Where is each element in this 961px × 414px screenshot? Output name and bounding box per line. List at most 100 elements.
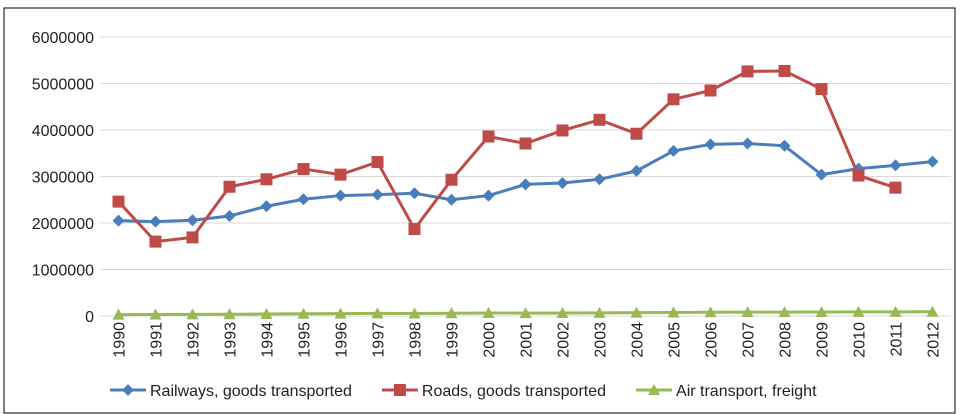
marker [408, 187, 421, 200]
x-tick-label: 2005 [667, 322, 684, 358]
marker [593, 306, 606, 318]
marker [334, 189, 347, 202]
chart-border [3, 7, 956, 414]
y-tick-label: 2000000 [32, 216, 94, 233]
x-tick-label: 1991 [149, 322, 166, 358]
marker [393, 384, 406, 396]
marker [741, 306, 754, 318]
marker [408, 307, 421, 319]
x-tick-label: 2007 [741, 322, 758, 358]
x-tick-label: 1990 [112, 322, 129, 358]
x-tick-label: 1994 [260, 322, 277, 358]
marker [482, 306, 495, 318]
marker [926, 155, 939, 168]
marker [112, 214, 125, 227]
legend-label: Air transport, freight [676, 383, 817, 400]
marker [223, 210, 236, 223]
x-tick-label: 2002 [556, 322, 573, 358]
marker [149, 235, 162, 248]
y-tick-label: 0 [85, 309, 94, 326]
marker [815, 168, 828, 181]
marker [223, 180, 236, 193]
x-tick-label: 2010 [852, 322, 869, 358]
marker [889, 305, 902, 317]
marker [260, 173, 273, 186]
marker [926, 305, 939, 317]
marker [778, 139, 791, 152]
series-line [117, 69, 896, 244]
marker [408, 223, 421, 236]
x-tick-label: 2000 [482, 322, 499, 358]
marker [112, 195, 125, 208]
x-tick-label: 2012 [926, 322, 943, 358]
marker [778, 64, 791, 77]
x-tick-label: 2006 [704, 322, 721, 358]
marker [297, 307, 310, 319]
marker [667, 306, 680, 318]
marker [889, 159, 902, 172]
x-tick-label: 2004 [630, 322, 647, 358]
marker [112, 308, 125, 320]
marker [593, 113, 606, 126]
marker [482, 130, 495, 143]
marker [889, 181, 902, 194]
marker [556, 177, 569, 190]
marker [519, 137, 532, 150]
marker [667, 93, 680, 106]
marker [445, 193, 458, 206]
y-tick-label: 5000000 [32, 77, 94, 94]
marker [704, 306, 717, 318]
marker [186, 231, 199, 244]
marker [371, 307, 384, 319]
marker [630, 127, 643, 140]
marker [593, 173, 606, 186]
marker [556, 124, 569, 137]
y-tick-label: 6000000 [32, 30, 94, 47]
x-tick-label: 2011 [889, 322, 906, 357]
marker [667, 144, 680, 157]
marker [149, 215, 162, 228]
marker [371, 156, 384, 169]
marker [815, 306, 828, 318]
marker [648, 384, 661, 395]
marker [630, 164, 643, 177]
x-tick-label: 1993 [223, 322, 240, 358]
x-tick-label: 1999 [445, 322, 462, 358]
legend-label: Roads, goods transported [422, 383, 606, 400]
marker [704, 84, 717, 97]
marker [519, 178, 532, 191]
marker [223, 308, 236, 320]
marker [149, 308, 162, 320]
marker [852, 169, 865, 182]
marker [445, 173, 458, 186]
marker [334, 168, 347, 181]
marker [519, 307, 532, 319]
marker [852, 305, 865, 317]
marker [186, 214, 199, 227]
marker [556, 306, 569, 318]
legend-label: Railways, goods transported [150, 383, 352, 400]
marker [630, 306, 643, 318]
x-tick-label: 2009 [815, 322, 832, 358]
marker [260, 308, 273, 320]
x-tick-label: 1998 [408, 322, 425, 358]
marker [260, 200, 273, 213]
y-tick-label: 3000000 [32, 170, 94, 187]
x-tick-label: 2001 [519, 322, 536, 358]
x-tick-label: 2003 [593, 322, 610, 358]
marker [704, 138, 717, 151]
x-tick-label: 2008 [778, 322, 795, 358]
x-tick-label: 1996 [334, 322, 351, 358]
marker [815, 83, 828, 96]
marker [334, 307, 347, 319]
marker [297, 163, 310, 176]
x-tick-label: 1992 [186, 322, 203, 358]
marker [482, 189, 495, 202]
y-tick-label: 1000000 [32, 263, 94, 280]
marker [122, 384, 134, 396]
marker [741, 137, 754, 150]
marker [778, 306, 791, 318]
x-tick-label: 1997 [371, 322, 388, 358]
marker [371, 188, 384, 201]
